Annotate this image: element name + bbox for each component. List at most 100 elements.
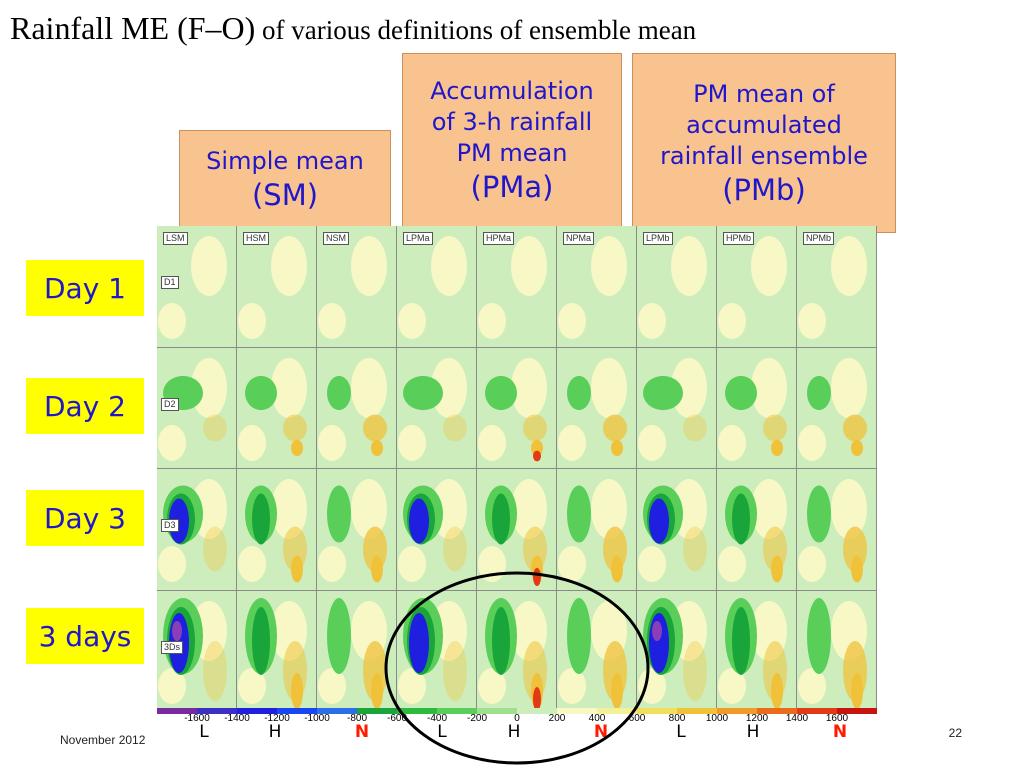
positive-bias-patch [351, 357, 387, 418]
positive-bias-patch [798, 424, 826, 461]
positive-bias-band [683, 640, 707, 701]
positive-bias-core [291, 439, 303, 456]
positive-bias-patch [671, 236, 707, 296]
strong-negative-bias [409, 612, 429, 673]
strong-negative-bias [409, 498, 429, 544]
header-sm-abbr: (SM) [251, 177, 319, 212]
row-label-day2: Day 2 [26, 378, 144, 434]
negative-bias-patch [485, 375, 517, 410]
strong-negative-bias [649, 498, 669, 544]
map-panel [557, 590, 637, 712]
row-label-3days: 3 days [26, 608, 144, 664]
strong-positive-bias [533, 568, 541, 586]
positive-bias-core [771, 555, 783, 583]
map-panel [397, 590, 477, 712]
map-panel [557, 469, 637, 591]
positive-bias-patch [511, 236, 547, 296]
panel-method-label: LPMb [643, 232, 673, 245]
positive-bias-band [523, 414, 547, 441]
header-pmb-line: PM mean of [693, 79, 835, 108]
positive-bias-core [771, 439, 783, 456]
row-label-day3: Day 3 [26, 490, 144, 546]
panel-method-label: HPMa [483, 232, 515, 245]
positive-bias-patch [591, 479, 627, 539]
header-pmb-line: accumulated [686, 110, 842, 139]
panel-row-tag: D2 [161, 397, 179, 411]
positive-bias-patch [751, 479, 787, 539]
colorbar-segment [677, 708, 717, 714]
colorbar-segment [797, 708, 837, 714]
positive-bias-core [291, 555, 303, 583]
colorbar-segment [837, 708, 877, 714]
negative-bias-patch [567, 375, 591, 410]
positive-bias-patch [351, 236, 387, 296]
positive-bias-patch [831, 236, 867, 296]
positive-bias-patch [591, 357, 627, 418]
positive-bias-patch [798, 303, 826, 339]
positive-bias-patch [158, 667, 186, 704]
title-main: Rainfall ME (F–O) [10, 10, 256, 46]
resolution-mark: N [593, 722, 609, 742]
colorbar-segment [757, 708, 797, 714]
map-panel [717, 469, 797, 591]
positive-bias-patch [478, 424, 506, 461]
positive-bias-patch [318, 667, 346, 704]
positive-bias-band [363, 414, 387, 441]
positive-bias-patch [478, 303, 506, 339]
positive-bias-core [371, 439, 383, 456]
header-pma-line: PM mean [456, 138, 568, 167]
negative-bias-patch [567, 597, 591, 674]
map-panel [317, 590, 397, 712]
positive-bias-band [203, 526, 227, 572]
positive-bias-patch [511, 479, 547, 539]
positive-bias-band [203, 640, 227, 701]
negative-bias-core [732, 606, 750, 675]
positive-bias-patch [671, 357, 707, 418]
extreme-negative-bias [172, 620, 182, 641]
positive-bias-core [771, 672, 783, 709]
resolution-mark: L [676, 722, 686, 742]
positive-bias-patch [398, 546, 426, 582]
colorbar-tick-label: 200 [548, 713, 566, 724]
resolution-mark: H [507, 722, 521, 742]
positive-bias-band [443, 526, 467, 572]
positive-bias-patch [238, 546, 266, 582]
map-panel [237, 590, 317, 712]
header-sm-line: Simple mean [206, 146, 364, 175]
positive-bias-band [763, 414, 787, 441]
panel-method-label: NSM [323, 232, 349, 245]
positive-bias-patch [271, 357, 307, 418]
positive-bias-patch [751, 357, 787, 418]
positive-bias-band [603, 414, 627, 441]
colorbar-tick-label: -200 [466, 713, 488, 724]
negative-bias-patch [807, 485, 831, 543]
panel-row-tag: 3Ds [161, 640, 184, 654]
positive-bias-patch [238, 667, 266, 704]
header-pmb-abbr: (PMb) [722, 172, 806, 207]
positive-bias-band [843, 414, 867, 441]
map-panel [637, 590, 717, 712]
panel-method-label: NPMb [803, 232, 835, 245]
positive-bias-core [371, 672, 383, 709]
positive-bias-patch [798, 546, 826, 582]
header-pmb-line: rainfall ensemble [660, 141, 868, 170]
colorbar-tick-label: -1200 [264, 713, 290, 724]
header-pma-line: of 3-h rainfall [431, 107, 593, 136]
map-panel [797, 590, 877, 712]
map-panel: LPMa [397, 226, 477, 348]
panel-method-label: HPMb [723, 232, 755, 245]
resolution-mark: H [268, 722, 282, 742]
map-panel: HPMb [717, 226, 797, 348]
positive-bias-patch [158, 546, 186, 582]
panel-method-label: LSM [163, 232, 188, 245]
header-sm: Simple mean (SM) [179, 130, 391, 228]
colorbar-tick-label: 1600 [825, 713, 849, 724]
positive-bias-core [371, 555, 383, 583]
positive-bias-core [851, 672, 863, 709]
map-panel [797, 347, 877, 469]
map-panel [317, 469, 397, 591]
strong-positive-bias [533, 686, 541, 711]
positive-bias-patch [591, 236, 627, 296]
negative-bias-patch [807, 375, 831, 410]
negative-bias-core [732, 493, 750, 545]
